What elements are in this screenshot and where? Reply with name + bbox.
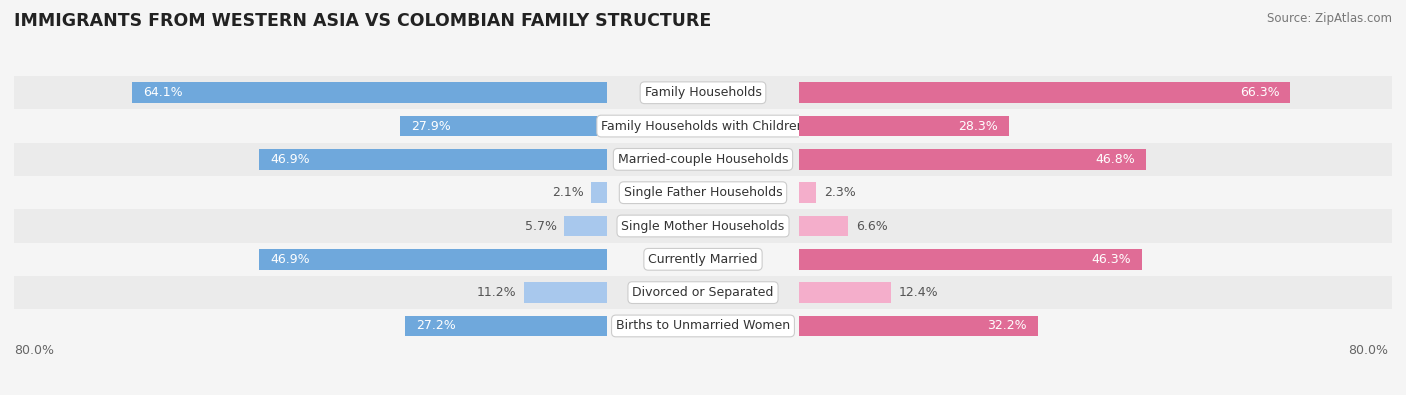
Bar: [591, 182, 606, 203]
Bar: [14, 76, 606, 109]
Text: 12.4%: 12.4%: [898, 286, 938, 299]
Bar: [14, 143, 606, 176]
Text: 2.3%: 2.3%: [824, 186, 856, 199]
Bar: [800, 149, 1146, 170]
Bar: [800, 216, 848, 236]
Bar: [800, 249, 1142, 270]
Bar: [800, 116, 1010, 136]
Text: 6.6%: 6.6%: [856, 220, 887, 233]
Text: 28.3%: 28.3%: [957, 120, 998, 133]
Text: 2.1%: 2.1%: [551, 186, 583, 199]
Bar: [606, 143, 800, 176]
Text: 80.0%: 80.0%: [1348, 344, 1388, 357]
Bar: [800, 282, 891, 303]
Bar: [800, 109, 1392, 143]
Text: 11.2%: 11.2%: [477, 286, 516, 299]
Text: 46.8%: 46.8%: [1095, 153, 1135, 166]
Text: Single Mother Households: Single Mother Households: [621, 220, 785, 233]
Text: 27.2%: 27.2%: [416, 320, 456, 333]
Bar: [564, 216, 606, 236]
Text: Divorced or Separated: Divorced or Separated: [633, 286, 773, 299]
Text: Married-couple Households: Married-couple Households: [617, 153, 789, 166]
Text: 5.7%: 5.7%: [524, 220, 557, 233]
Bar: [606, 109, 800, 143]
Text: 32.2%: 32.2%: [987, 320, 1026, 333]
Bar: [800, 83, 1291, 103]
Bar: [800, 276, 1392, 309]
Bar: [800, 143, 1392, 176]
Bar: [606, 309, 800, 342]
Text: 66.3%: 66.3%: [1240, 86, 1279, 99]
Bar: [800, 209, 1392, 243]
Bar: [14, 309, 606, 342]
Text: IMMIGRANTS FROM WESTERN ASIA VS COLOMBIAN FAMILY STRUCTURE: IMMIGRANTS FROM WESTERN ASIA VS COLOMBIA…: [14, 12, 711, 30]
Bar: [606, 176, 800, 209]
Text: 27.9%: 27.9%: [411, 120, 451, 133]
Bar: [606, 243, 800, 276]
Bar: [606, 209, 800, 243]
Bar: [800, 309, 1392, 342]
Bar: [132, 83, 606, 103]
Bar: [606, 76, 800, 109]
Bar: [14, 176, 606, 209]
Text: Single Father Households: Single Father Households: [624, 186, 782, 199]
Bar: [14, 243, 606, 276]
Bar: [259, 149, 606, 170]
Text: Family Households: Family Households: [644, 86, 762, 99]
Text: 46.9%: 46.9%: [270, 153, 309, 166]
Bar: [800, 76, 1392, 109]
Bar: [14, 209, 606, 243]
Bar: [259, 249, 606, 270]
Text: 64.1%: 64.1%: [143, 86, 183, 99]
Bar: [800, 182, 817, 203]
Bar: [800, 243, 1392, 276]
Text: 46.3%: 46.3%: [1091, 253, 1132, 266]
Text: 80.0%: 80.0%: [14, 344, 55, 357]
Text: Currently Married: Currently Married: [648, 253, 758, 266]
Bar: [14, 276, 606, 309]
Text: Source: ZipAtlas.com: Source: ZipAtlas.com: [1267, 12, 1392, 25]
Bar: [399, 116, 606, 136]
Text: 46.9%: 46.9%: [270, 253, 309, 266]
Bar: [606, 276, 800, 309]
Text: Family Households with Children: Family Households with Children: [602, 120, 804, 133]
Text: Births to Unmarried Women: Births to Unmarried Women: [616, 320, 790, 333]
Bar: [800, 176, 1392, 209]
Bar: [14, 109, 606, 143]
Bar: [523, 282, 606, 303]
Bar: [405, 316, 606, 336]
Bar: [800, 316, 1038, 336]
